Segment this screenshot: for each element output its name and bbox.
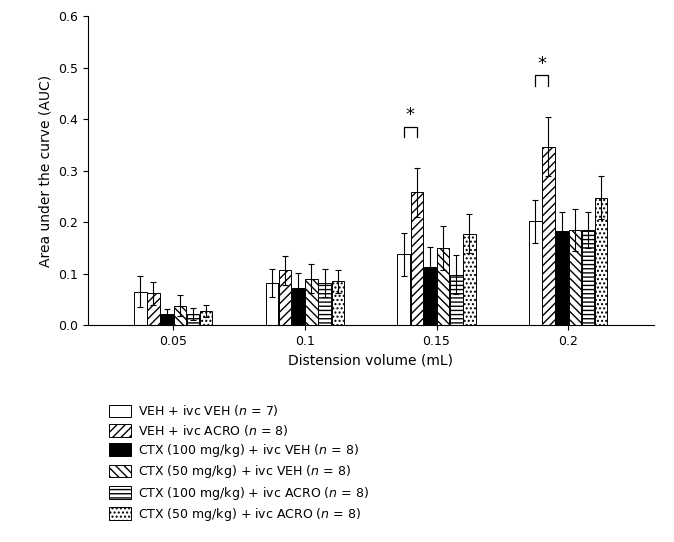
Bar xyxy=(463,234,476,325)
Bar xyxy=(332,281,344,325)
Bar xyxy=(292,288,305,325)
X-axis label: Distension volume (mL): Distension volume (mL) xyxy=(288,353,453,367)
Bar xyxy=(450,275,462,325)
Legend: VEH + ivc VEH ($n$ = 7), VEH + ivc ACRO ($n$ = 8), CTX (100 mg/kg) + ivc VEH ($n: VEH + ivc VEH ($n$ = 7), VEH + ivc ACRO … xyxy=(105,399,372,527)
Bar xyxy=(542,146,555,325)
Y-axis label: Area under the curve (AUC): Area under the curve (AUC) xyxy=(38,75,53,267)
Bar xyxy=(555,231,568,325)
Bar xyxy=(318,283,331,325)
Bar xyxy=(134,292,146,325)
Bar xyxy=(305,279,317,325)
Bar xyxy=(529,221,541,325)
Bar xyxy=(582,230,594,325)
Bar xyxy=(595,197,607,325)
Text: *: * xyxy=(537,55,547,73)
Bar xyxy=(187,314,200,325)
Bar xyxy=(266,283,278,325)
Bar xyxy=(437,248,450,325)
Bar xyxy=(410,192,423,325)
Bar xyxy=(279,270,291,325)
Bar xyxy=(173,306,186,325)
Bar xyxy=(147,293,160,325)
Bar xyxy=(569,230,581,325)
Bar xyxy=(200,311,212,325)
Bar xyxy=(398,254,410,325)
Bar xyxy=(424,267,436,325)
Bar xyxy=(160,314,173,325)
Text: *: * xyxy=(406,106,415,125)
